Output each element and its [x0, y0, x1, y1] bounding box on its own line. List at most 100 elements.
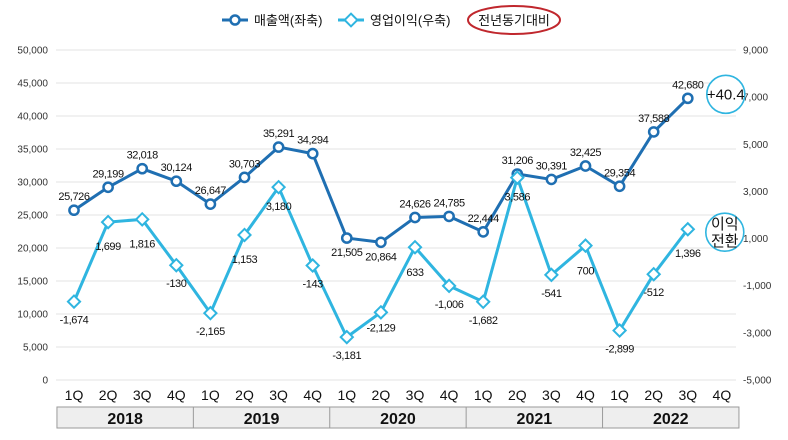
- quarter-label: 3Q: [269, 387, 288, 403]
- sales-data-label: 30,703: [229, 158, 261, 170]
- quarter-label: 4Q: [167, 387, 186, 403]
- right-axis-tick: 3,000: [743, 187, 768, 198]
- profit-data-label: -1,006: [435, 299, 464, 311]
- quarter-label: 1Q: [474, 387, 493, 403]
- profit-point: [509, 170, 525, 186]
- quarter-label: 2Q: [372, 387, 391, 403]
- profit-data-label: -130: [166, 278, 187, 290]
- profit-data-label: 3,586: [505, 192, 531, 204]
- profit-point: [680, 221, 696, 237]
- sales-point: [238, 171, 251, 184]
- quarter-label: 1Q: [610, 387, 629, 403]
- left-axis-tick: 45,000: [17, 79, 48, 90]
- quarter-label: 3Q: [542, 387, 561, 403]
- year-label: 2018: [107, 411, 143, 428]
- quarter-label: 2Q: [235, 387, 254, 403]
- legend-yoy-label: 전년동기대비: [478, 13, 550, 28]
- profit-point: [475, 294, 491, 310]
- profit-data-label: 1,699: [95, 241, 121, 253]
- profit-point: [441, 278, 457, 294]
- sales-point: [272, 141, 285, 153]
- yoy-sales-annotation-circle: [705, 74, 746, 115]
- sales-point: [647, 126, 660, 138]
- sales-data-label: 30,391: [536, 160, 568, 172]
- sales-data-label: 42,680: [672, 79, 704, 91]
- profit-point: [202, 305, 218, 321]
- sales-data-label: 32,018: [127, 150, 159, 162]
- profit-data-label: 1,816: [129, 238, 155, 250]
- sales-data-label: 35,291: [263, 128, 295, 140]
- profit-data-label: -2,165: [196, 326, 225, 338]
- sales-data-label: 37,588: [638, 113, 670, 125]
- sales-data-label: 22,444: [468, 213, 500, 225]
- yoy-sales-annotation: +40.4: [707, 86, 745, 103]
- sales-point: [443, 210, 455, 223]
- sales-point: [375, 236, 387, 249]
- quarter-label: 3Q: [678, 387, 697, 403]
- sales-point: [306, 147, 319, 160]
- right-axis-tick: 5,000: [743, 140, 768, 151]
- quarter-label: 4Q: [576, 387, 595, 403]
- year-label: 2019: [244, 411, 280, 428]
- profit-point: [237, 227, 252, 243]
- sales-point: [477, 226, 490, 238]
- sales-data-label: 29,354: [604, 167, 636, 179]
- profit-data-label: -3,181: [332, 350, 361, 362]
- left-axis-tick: 30,000: [17, 178, 48, 189]
- quarter-label: 1Q: [201, 387, 220, 403]
- profit-data-label: -143: [302, 279, 323, 291]
- gridlines: [56, 49, 736, 381]
- profit-data-label: 3,180: [266, 201, 292, 213]
- profit-point: [373, 304, 389, 320]
- profit-point: [339, 329, 355, 345]
- year-band: [56, 406, 740, 429]
- legend-sales-marker: [229, 14, 241, 26]
- profit-point: [100, 214, 116, 230]
- profit-data-label: -541: [541, 288, 562, 300]
- quarter-label: 4Q: [303, 387, 322, 403]
- legend: 매출액(좌축) 영업이익(우축) 전년동기대비: [222, 5, 561, 35]
- profit-point: [646, 266, 662, 282]
- year-label: 2022: [653, 411, 689, 428]
- sales-data-label: 25,726: [58, 191, 90, 203]
- sales-data-label: 34,294: [297, 135, 329, 147]
- profit-data-label: -512: [643, 287, 664, 299]
- right-axis-tick: 1,000: [743, 234, 768, 245]
- sales-point: [204, 198, 217, 210]
- left-axis-tick: 0: [42, 376, 48, 387]
- x-axis: 1Q 2Q 3Q 4Q 1Q 2Q 3Q 4Q 1Q 2Q 3Q 4Q 1Q 2Q 3Q 4Q 1Q 2Q 3Q 4Q…: [56, 387, 740, 429]
- profit-point: [66, 294, 82, 310]
- quarter-label: 2Q: [644, 387, 663, 403]
- annotations: +40.4 이익 전환: [704, 74, 746, 253]
- profit-data-label: 700: [577, 266, 594, 278]
- sales-data-label: 30,124: [161, 162, 193, 174]
- right-axis-tick: 9,000: [743, 46, 768, 57]
- sales-data-label: 21,505: [331, 247, 363, 259]
- quarter-label: 4Q: [713, 387, 732, 403]
- legend-sales-label: 매출액(좌축): [254, 13, 322, 28]
- left-axis-tick: 5,000: [23, 343, 48, 354]
- sales-point: [579, 160, 592, 172]
- sales-data-label: 32,425: [570, 147, 602, 159]
- legend-profit-label: 영업이익(우축): [370, 13, 450, 28]
- profit-data-label: 633: [406, 267, 423, 279]
- right-axis-tick: 7,000: [743, 93, 768, 104]
- profit-point: [134, 211, 150, 227]
- sales-point: [545, 173, 558, 186]
- profit-data-label: -1,674: [60, 315, 89, 327]
- left-axis-tick: 40,000: [17, 112, 48, 123]
- profit-point: [612, 322, 628, 338]
- sales-data-label: 29,199: [92, 168, 124, 180]
- profit-data-label: -2,899: [605, 343, 634, 355]
- quarter-label: 4Q: [440, 387, 459, 403]
- profit-point: [305, 258, 321, 274]
- quarter-label: 3Q: [133, 387, 152, 403]
- left-axis-ticks: 0 5,000 10,000 15,000 20,000 25,000 30,000 35,0…: [17, 46, 48, 387]
- right-axis-tick: -3,000: [743, 328, 772, 339]
- sales-point: [68, 204, 80, 217]
- left-axis-tick: 50,000: [17, 46, 48, 57]
- profit-point: [271, 179, 287, 195]
- right-axis-tick: -5,000: [743, 376, 772, 387]
